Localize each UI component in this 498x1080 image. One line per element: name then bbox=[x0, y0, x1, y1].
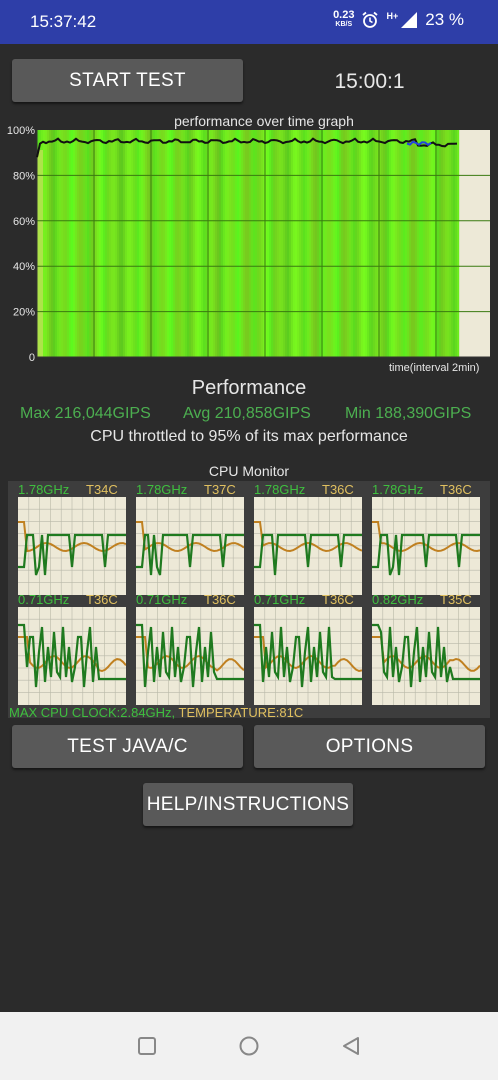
core-graph bbox=[254, 607, 362, 705]
start-test-button[interactable]: START TEST bbox=[12, 59, 243, 102]
y-tick-label: 80% bbox=[13, 170, 35, 182]
signal-icon bbox=[401, 12, 418, 28]
signal-type: H+ bbox=[386, 11, 399, 21]
core-frequency: 0.71GHz bbox=[254, 592, 306, 607]
graph-title: performance over time graph bbox=[174, 113, 354, 129]
navigation-bar bbox=[0, 1012, 498, 1080]
help-instructions-button[interactable]: HELP/INSTRUCTIONS bbox=[143, 783, 353, 826]
throttle-message: CPU throttled to 95% of its max performa… bbox=[90, 428, 408, 445]
core-temperature: T36C bbox=[322, 592, 354, 607]
y-tick-label: 40% bbox=[13, 261, 35, 273]
core-graph bbox=[254, 497, 362, 595]
core-temperature: T37C bbox=[204, 482, 236, 497]
core-graph bbox=[372, 607, 480, 705]
core-temperature: T36C bbox=[86, 592, 118, 607]
core-graph bbox=[18, 497, 126, 595]
core-temperature: T34C bbox=[86, 482, 118, 497]
y-tick-label: 60% bbox=[13, 216, 35, 228]
performance-graph: 100% 80% 60% 40% 20% 0 bbox=[7, 125, 490, 364]
cpu-monitor-title: CPU Monitor bbox=[208, 463, 290, 479]
graph-x-label: time(interval 2min) bbox=[389, 362, 480, 374]
status-time: 15:37:42 bbox=[30, 12, 97, 31]
core-frequency: 0.82GHz bbox=[372, 592, 424, 607]
core-frequency: 0.71GHz bbox=[136, 592, 188, 607]
battery-percent: 23 % bbox=[425, 10, 464, 29]
core-graph bbox=[372, 497, 480, 595]
core-temperature: T35C bbox=[440, 592, 472, 607]
recents-icon[interactable] bbox=[137, 1036, 157, 1056]
options-button[interactable]: OPTIONS bbox=[254, 725, 485, 768]
back-icon[interactable] bbox=[341, 1036, 361, 1056]
core-graph bbox=[18, 607, 126, 705]
alarm-icon bbox=[362, 11, 379, 28]
max-cpu-clock: MAX CPU CLOCK:2.84GHz, bbox=[9, 705, 176, 720]
max-temperature: TEMPERATURE:81C bbox=[175, 705, 304, 720]
core-frequency: 1.78GHz bbox=[372, 482, 424, 497]
core-graph bbox=[136, 497, 244, 595]
core-frequency: 1.78GHz bbox=[254, 482, 306, 497]
y-tick-label: 20% bbox=[13, 307, 35, 319]
status-bar: 15:37:42 0.23 KB/S H+ 23 % bbox=[0, 0, 498, 44]
core-temperature: T36C bbox=[204, 592, 236, 607]
core-temperature: T36C bbox=[440, 482, 472, 497]
max-performance: Max 216,044GIPS bbox=[20, 405, 151, 422]
core-temperature: T36C bbox=[322, 482, 354, 497]
home-icon[interactable] bbox=[238, 1035, 260, 1057]
performance-heading: Performance bbox=[191, 377, 307, 399]
avg-performance: Avg 210,858GIPS bbox=[183, 405, 311, 422]
core-frequency: 0.71GHz bbox=[18, 592, 70, 607]
test-timer: 15:00:1 bbox=[334, 70, 405, 93]
cpu-monitor-panel: 1.78GHz T34C 1.78GHz T37C 1.78GHz T36C 1.78GHz… bbox=[8, 481, 490, 718]
y-tick-label: 100% bbox=[7, 125, 35, 137]
test-java-c-button[interactable]: TEST JAVA/C bbox=[12, 725, 243, 768]
core-graph bbox=[136, 607, 244, 705]
core-frequency: 1.78GHz bbox=[136, 482, 188, 497]
y-tick-label: 0 bbox=[29, 352, 35, 364]
min-performance: Min 188,390GIPS bbox=[345, 405, 472, 422]
net-speed: 0.23 KB/S bbox=[333, 9, 355, 29]
core-frequency: 1.78GHz bbox=[18, 482, 70, 497]
